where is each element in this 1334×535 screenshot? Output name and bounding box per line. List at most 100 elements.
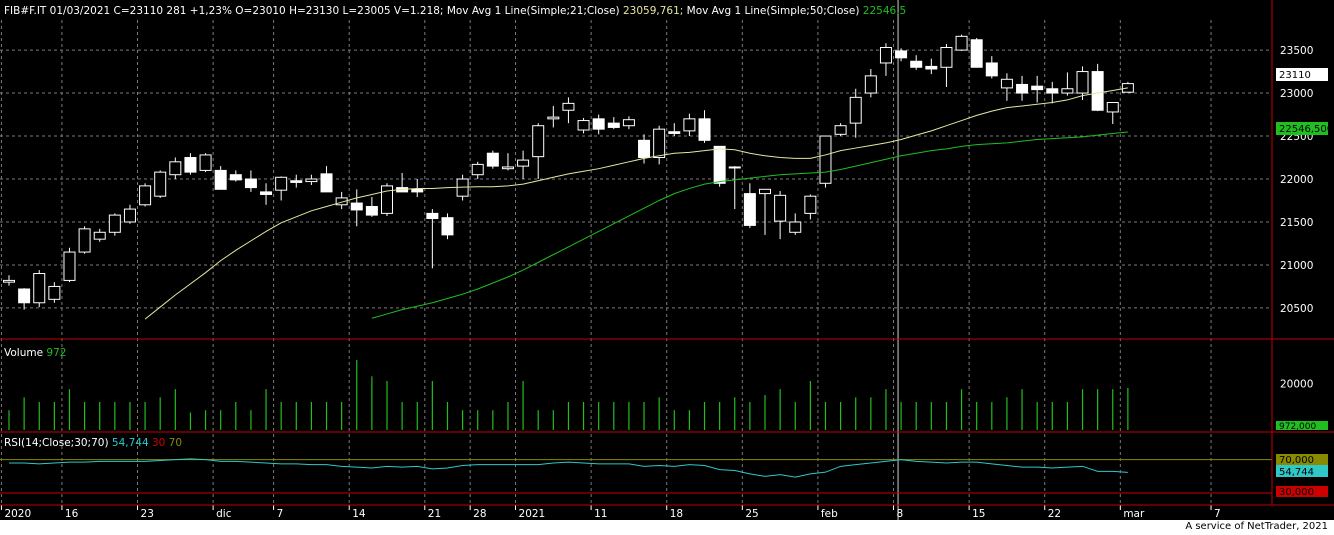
candle-up: [335, 197, 348, 206]
candle-down: [244, 178, 257, 189]
header-ma50-label: Mov Avg 1 Line(Simple;50;Close): [683, 5, 859, 17]
candle-down: [260, 191, 273, 195]
candle-down: [1046, 88, 1059, 94]
candle-down: [592, 118, 605, 130]
date-tick-label: 7: [1214, 508, 1221, 520]
candle-up: [804, 195, 817, 214]
candle-up: [123, 208, 136, 223]
candle-down: [184, 157, 197, 173]
candle-up: [1106, 102, 1119, 113]
candle-up: [532, 125, 545, 158]
candle-up: [1121, 83, 1134, 93]
candle-down: [441, 217, 454, 236]
candle-down: [985, 62, 998, 77]
price-box-ma50: 22546,500: [1276, 122, 1333, 135]
candle-down: [229, 174, 242, 181]
candle-down: [728, 166, 741, 169]
candle-up: [1061, 88, 1074, 94]
candle-down: [895, 50, 908, 59]
date-tick-label: 15: [972, 508, 985, 520]
candle-up: [864, 75, 877, 94]
candle-up: [955, 35, 968, 51]
candle-down: [743, 193, 756, 226]
candle-up: [879, 47, 892, 64]
date-tick-label: 2021: [519, 508, 546, 520]
candle-up: [653, 128, 666, 159]
candle-down: [1031, 85, 1044, 91]
date-tick-label: 28: [473, 508, 486, 520]
volume-last-box-text: 972,000: [1279, 422, 1316, 432]
candle-up: [547, 116, 560, 120]
rsi-box-30-text: 30,000: [1279, 487, 1314, 498]
candle-down: [925, 65, 938, 70]
candle-up: [78, 228, 91, 253]
candle-down: [320, 173, 333, 193]
candle-up: [471, 163, 484, 176]
candle-up: [63, 251, 76, 281]
date-tick-label: 21: [428, 508, 441, 520]
candle-up: [789, 221, 802, 233]
date-tick-label: 11: [594, 508, 607, 520]
candle-up: [139, 185, 152, 206]
candle-up: [381, 185, 393, 214]
footer-credit: A service of NetTrader, 2021: [1185, 521, 1328, 532]
rsi-hi: 70: [165, 437, 182, 449]
rsi-label: RSI(14;Close;30;70): [4, 437, 109, 449]
price-tick-label: 20500: [1280, 303, 1313, 315]
candle-down: [426, 212, 439, 220]
candle-down: [1091, 71, 1104, 111]
date-tick-label: 16: [65, 508, 79, 520]
date-tick-label: 18: [670, 508, 683, 520]
candle-down: [18, 288, 31, 304]
date-tick-label: feb: [821, 508, 838, 520]
candle-up: [33, 273, 46, 304]
candle-up: [199, 154, 212, 171]
header-ma21-label: Mov Avg 1 Line(Simple;21;Close): [443, 5, 619, 17]
candle-up: [1000, 78, 1013, 89]
volume-label: Volume: [4, 347, 43, 359]
grid-lines: [0, 0, 1272, 520]
candle-up: [154, 171, 167, 197]
candle-up: [683, 118, 696, 132]
candle-down: [350, 202, 363, 211]
candle-up: [759, 188, 771, 195]
volume-last-box: 972,000: [1276, 421, 1328, 432]
candle-up: [93, 231, 106, 240]
candle-up: [577, 120, 590, 131]
candle-up: [169, 161, 182, 176]
header-symbol-info: FIB#F.IT 01/03/2021 C=23110 281 +1,23% O…: [4, 5, 443, 17]
candle-up: [305, 178, 318, 183]
ma50-line: [371, 131, 1128, 319]
price-box-close: 23110: [1276, 68, 1328, 81]
candle-up: [819, 135, 832, 184]
candle-down: [698, 118, 711, 141]
candle-down: [638, 139, 651, 159]
rsi-box-value-text: 54,744: [1279, 467, 1314, 478]
candle-down: [910, 60, 923, 68]
price-box-close-text: 23110: [1279, 70, 1311, 81]
rsi-legend: RSI(14;Close;30;70) 54,744 30 70: [4, 437, 182, 449]
candle-up: [774, 194, 787, 222]
volume-panel: [8, 360, 1129, 430]
date-tick-label: 23: [141, 508, 154, 520]
rsi-panel: [0, 458, 1272, 494]
candle-down: [713, 145, 726, 184]
date-tick-label: 7: [277, 508, 284, 520]
volume-value: 972: [43, 347, 66, 359]
candle-down: [365, 206, 378, 216]
footer-bar: A service of NetTrader, 2021: [0, 520, 1334, 535]
candle-down: [214, 169, 227, 190]
candle-down: [607, 122, 620, 128]
candle-up: [517, 159, 530, 167]
candle-up: [3, 279, 15, 283]
rsi-value: 54,744: [109, 437, 149, 449]
date-tick-label: dic: [216, 508, 232, 520]
price-tick-label: 23500: [1280, 45, 1313, 57]
candle-up: [501, 166, 514, 170]
date-tick-label: 8: [897, 508, 904, 520]
price-box-ma50-text: 22546,500: [1279, 124, 1333, 135]
price-tick-label: 23000: [1280, 88, 1313, 100]
rsi-line: [9, 458, 1128, 478]
rsi-lo: 30: [149, 437, 166, 449]
